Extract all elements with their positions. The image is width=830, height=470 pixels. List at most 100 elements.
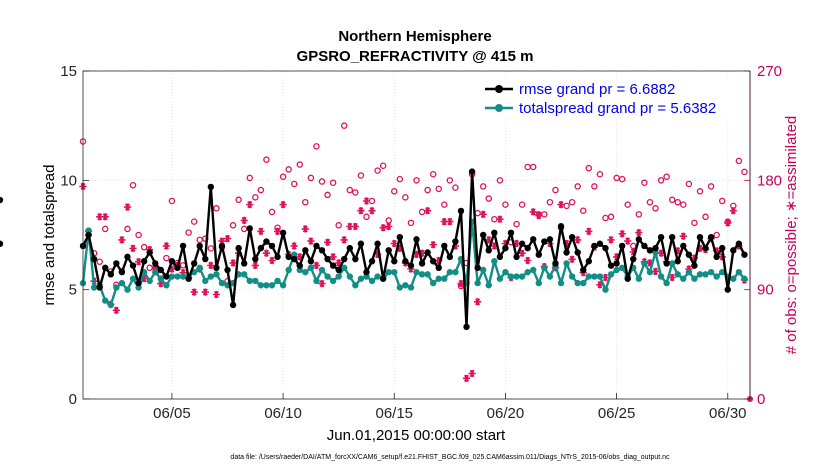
assimilated-obs-point: [429, 241, 437, 249]
assimilated-obs-point: [529, 208, 537, 216]
assimilated-obs-point: [229, 259, 237, 267]
possible-obs-point: [713, 231, 720, 239]
y-axis-label: rmse and totalspread: [41, 165, 58, 306]
possible-obs-point: [413, 177, 420, 184]
totalspread-point: [530, 266, 537, 274]
rmse-point: [429, 258, 437, 265]
totalspread-point: [719, 268, 726, 276]
rmse-point: [413, 236, 420, 243]
assimilated-obs-point: [273, 227, 282, 235]
possible-obs-point: [268, 208, 276, 216]
rmse-point: [96, 284, 103, 291]
rmse-point: [530, 236, 537, 243]
assimilated-obs-point: [251, 261, 259, 269]
rmse-point: [202, 255, 209, 263]
possible-obs-point: [502, 201, 509, 208]
rmse-point: [507, 229, 515, 237]
totalspread-point: [274, 277, 281, 285]
totalspread-point: [135, 284, 142, 291]
totalspread-point: [546, 273, 554, 280]
assimilated-obs-point: [179, 269, 187, 277]
legend: rmse grand pr = 6.6882 totalspread grand…: [481, 78, 740, 118]
assimilated-obs-point: [240, 216, 248, 224]
possible-obs-point: [702, 213, 709, 221]
assimilated-obs-point: [518, 249, 526, 257]
possible-obs-point: [429, 171, 437, 178]
totalspread-point: [157, 275, 165, 282]
totalspread-point: [90, 284, 98, 291]
assimilated-obs-point: [301, 225, 309, 233]
rmse-point: [468, 168, 476, 175]
totalspread-point: [635, 275, 643, 282]
possible-obs-point: [407, 219, 415, 227]
rmse-point: [235, 244, 242, 252]
totalspread-point: [341, 264, 348, 271]
rmse-point: [607, 262, 615, 269]
assimilated-obs-point: [724, 219, 732, 227]
possible-obs-point: [518, 201, 526, 208]
rmse-point: [496, 253, 504, 261]
possible-obs-point: [346, 186, 354, 194]
x-tick-label: 06/15: [375, 405, 413, 422]
possible-obs-point: [529, 163, 537, 171]
possible-obs-point: [668, 196, 676, 204]
rmse-point: [391, 258, 398, 265]
rmse-point: [324, 255, 331, 263]
assimilated-obs-point: [307, 237, 315, 245]
rmse-point: [730, 247, 737, 254]
assimilated-obs-point: [379, 224, 387, 232]
y-tick-label: 0: [69, 391, 77, 408]
rmse-point: [535, 251, 542, 258]
possible-obs-point: [318, 178, 326, 185]
rmse-point: [346, 244, 353, 252]
possible-obs-point: [646, 198, 654, 206]
rmse-point: [163, 273, 170, 280]
rmse-point: [457, 207, 465, 215]
rmse-point: [124, 253, 131, 261]
y-tick-label: 15: [60, 63, 77, 80]
possible-obs-point: [185, 229, 192, 236]
assimilated-obs-point: [407, 265, 415, 273]
possible-obs-point: [435, 185, 442, 193]
x-tick-label: 06/10: [264, 405, 302, 422]
totalspread-point: [680, 275, 687, 282]
rmse-point: [585, 258, 593, 265]
totalspread-point: [102, 297, 109, 304]
assimilated-obs-point: [135, 258, 143, 266]
y2-tick-label: 90: [757, 282, 774, 299]
plot-frame: [82, 70, 751, 400]
totalspread-point: [346, 273, 353, 280]
totalspread-point: [391, 268, 398, 276]
rmse-point: [363, 268, 370, 276]
totalspread-point: [518, 273, 526, 280]
totalspread-point: [657, 273, 665, 280]
assimilated-obs-point: [368, 207, 376, 215]
assimilated-obs-point: [657, 249, 665, 257]
possible-obs-point: [257, 186, 265, 194]
possible-obs-point: [446, 177, 454, 184]
chart-subtitle: GPSRO_REFRACTIVITY @ 415 m: [297, 48, 534, 65]
rmse-point: [168, 258, 176, 265]
x-tick-label: 06/05: [153, 405, 191, 422]
rmse-point: [302, 247, 309, 254]
assimilated-obs-point: [679, 232, 687, 240]
rmse-point: [185, 275, 192, 282]
totalspread-point: [240, 271, 248, 278]
rmse-point: [107, 271, 114, 278]
assimilated-obs-point: [279, 201, 287, 209]
totalspread-point: [585, 273, 593, 280]
totalspread-point: [163, 282, 170, 289]
rmse-point: [402, 258, 409, 265]
assimilated-obs-point: [268, 256, 276, 265]
totalspread-point: [541, 264, 548, 271]
assimilated-obs-point: [729, 207, 737, 215]
possible-obs-point: [563, 202, 570, 210]
totalspread-point: [296, 266, 303, 274]
rmse-point: [318, 247, 326, 254]
possible-obs-point: [402, 194, 409, 201]
totalspread-point: [218, 279, 226, 287]
totalspread-point: [652, 249, 659, 256]
possible-obs-point: [101, 225, 109, 233]
assimilated-obs-point: [696, 244, 704, 252]
rmse-point: [696, 233, 704, 241]
